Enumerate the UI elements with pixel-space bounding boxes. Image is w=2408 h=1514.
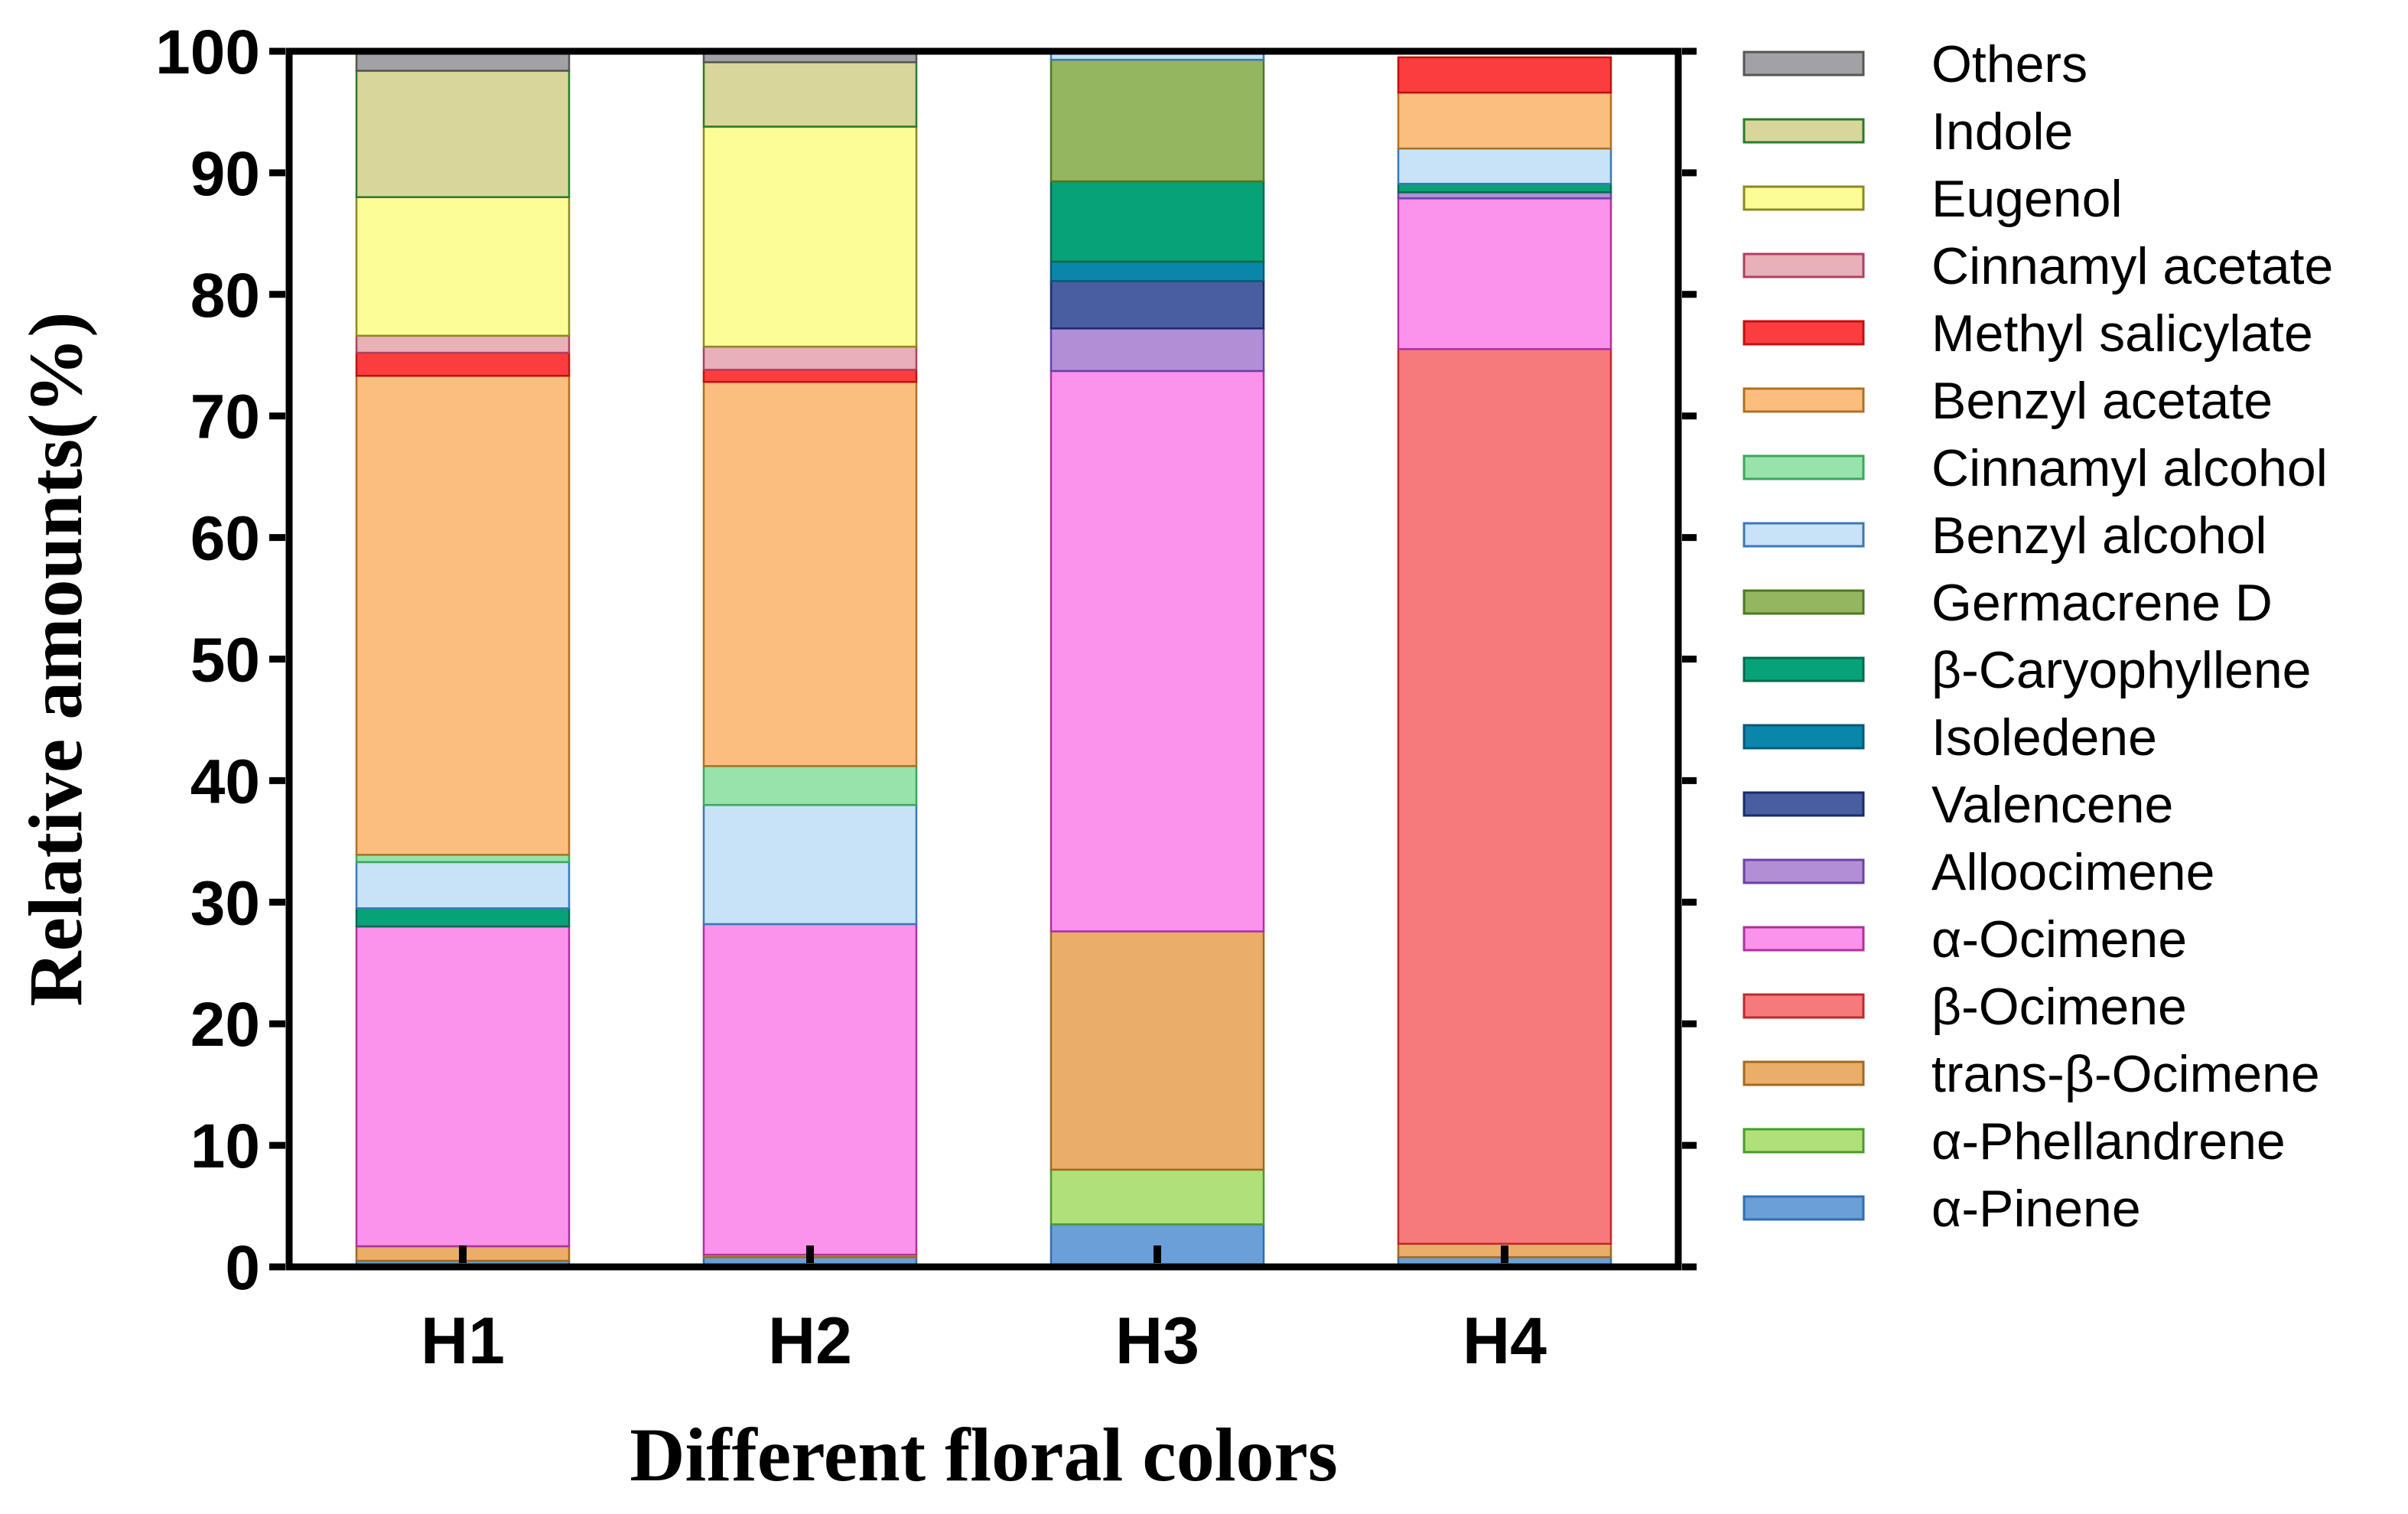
bar-segment-h1-4: [355, 925, 571, 1248]
legend-swatch: [1743, 50, 1865, 77]
legend-swatch: [1743, 1128, 1865, 1154]
bar-segment-h1-15: [355, 196, 571, 337]
bar-segment-h4-10: [1397, 147, 1612, 185]
bar-segment-h2-13: [702, 369, 918, 383]
legend-label: Alloocimene: [1931, 843, 2214, 901]
legend-label: β-Ocimene: [1931, 978, 2187, 1036]
legend-label: Cinnamyl alcohol: [1931, 439, 2328, 497]
y-tick-label: 80: [190, 261, 260, 330]
y-tick-label: 60: [190, 504, 260, 574]
legend-label: α-Ocimene: [1931, 910, 2187, 969]
legend-label: α-Phellandrene: [1931, 1112, 2286, 1171]
legend-label: Valencene: [1931, 776, 2173, 834]
bar-segment-h4-3: [1397, 348, 1612, 1245]
legend-swatch: [1743, 454, 1865, 480]
legend-swatch: [1743, 724, 1865, 750]
x-axis-title: Different floral colors: [630, 1412, 1338, 1497]
bar-segment-h1-12: [355, 375, 571, 856]
x-axis: H1 H2 H3 H4: [421, 1245, 1547, 1378]
legend-swatch: [1743, 1060, 1865, 1086]
y-tick-label: 70: [190, 383, 260, 452]
bar-segment-h3-8: [1049, 180, 1265, 263]
x-tick-label-h4: H4: [1463, 1304, 1547, 1378]
legend-swatch: [1743, 252, 1865, 278]
bar-segment-h3-5: [1049, 327, 1265, 373]
bar-segment-h2-11: [702, 765, 918, 806]
bar-segment-h4-12: [1397, 91, 1612, 150]
y-tick-label: 0: [225, 1233, 260, 1303]
legend-swatch: [1743, 926, 1865, 952]
legend-label: Isoledene: [1931, 708, 2157, 767]
bar-segment-h3-7: [1049, 260, 1265, 282]
bar-segment-h1-14: [355, 334, 571, 354]
y-tick-label: 20: [190, 990, 260, 1060]
bar-segment-h2-16: [702, 61, 918, 128]
legend-label: β-Caryophyllene: [1931, 641, 2311, 699]
y-tick-label: 100: [155, 18, 260, 87]
y-axis-title: Relative amounts(%): [13, 311, 98, 1006]
legend-swatch: [1743, 993, 1865, 1019]
plot-frame: [285, 47, 1682, 1271]
y-axis: 0 10 20 30 40 50 60 70 80 90 100: [155, 18, 1697, 1303]
bar-segment-h2-4: [702, 923, 918, 1256]
legend-label: Others: [1931, 35, 2087, 93]
legend-swatch: [1743, 858, 1865, 884]
y-tick-label: 10: [190, 1112, 260, 1181]
y-tick-label: 90: [190, 139, 260, 209]
x-tick-label-h2: H2: [768, 1304, 852, 1378]
legend-swatch: [1743, 656, 1865, 682]
x-tick-label-h1: H1: [421, 1304, 505, 1378]
legend-swatch: [1743, 185, 1865, 211]
legend-swatch: [1743, 118, 1865, 144]
legend-label: Eugenol: [1931, 170, 2123, 228]
bar-segment-h1-16: [355, 70, 571, 198]
y-tick-label: 30: [190, 868, 260, 938]
bar-segment-h1-10: [355, 861, 571, 910]
legend-label: Benzyl alcohol: [1931, 506, 2266, 565]
legend-label: trans-β-Ocimene: [1931, 1045, 2320, 1103]
bar-segment-h4-8: [1397, 182, 1612, 194]
bar-segment-h3-9: [1049, 58, 1265, 183]
legend-swatch: [1743, 589, 1865, 615]
bar-segment-h2-14: [702, 345, 918, 371]
y-tick-label: 50: [190, 626, 260, 695]
legend-label: Methyl salicylate: [1931, 304, 2313, 363]
bar-segment-h4-13: [1397, 56, 1612, 94]
bar-segment-h3-4: [1049, 370, 1265, 933]
bar-segment-h2-12: [702, 380, 918, 767]
legend: Others Indole Eugenol Cinnamyl acetate Methy…: [1743, 35, 2333, 1238]
legend-label: Germacrene D: [1931, 574, 2273, 632]
bar-segment-h1-11: [355, 854, 571, 864]
bar-segment-h2-10: [702, 803, 918, 926]
legend-label: Indole: [1931, 103, 2073, 161]
legend-swatch: [1743, 1195, 1865, 1221]
y-tick-label: 40: [190, 747, 260, 816]
legend-label: Cinnamyl acetate: [1931, 237, 2333, 295]
legend-swatch: [1743, 791, 1865, 817]
bars-layer: [355, 49, 1612, 1268]
bar-segment-h3-1: [1049, 1168, 1265, 1226]
legend-swatch: [1743, 320, 1865, 346]
x-tick-label-h3: H3: [1115, 1304, 1199, 1378]
legend-label: Benzyl acetate: [1931, 372, 2273, 430]
legend-label: α-Pinene: [1931, 1180, 2141, 1238]
bar-segment-h1-13: [355, 351, 571, 377]
bar-segment-h1-8: [355, 907, 571, 928]
bar-segment-h3-6: [1049, 280, 1265, 330]
legend-swatch: [1743, 387, 1865, 413]
bar-segment-h3-2: [1049, 930, 1265, 1171]
bar-segment-h2-15: [702, 125, 918, 348]
bar-segment-h4-4: [1397, 197, 1612, 350]
legend-swatch: [1743, 522, 1865, 548]
